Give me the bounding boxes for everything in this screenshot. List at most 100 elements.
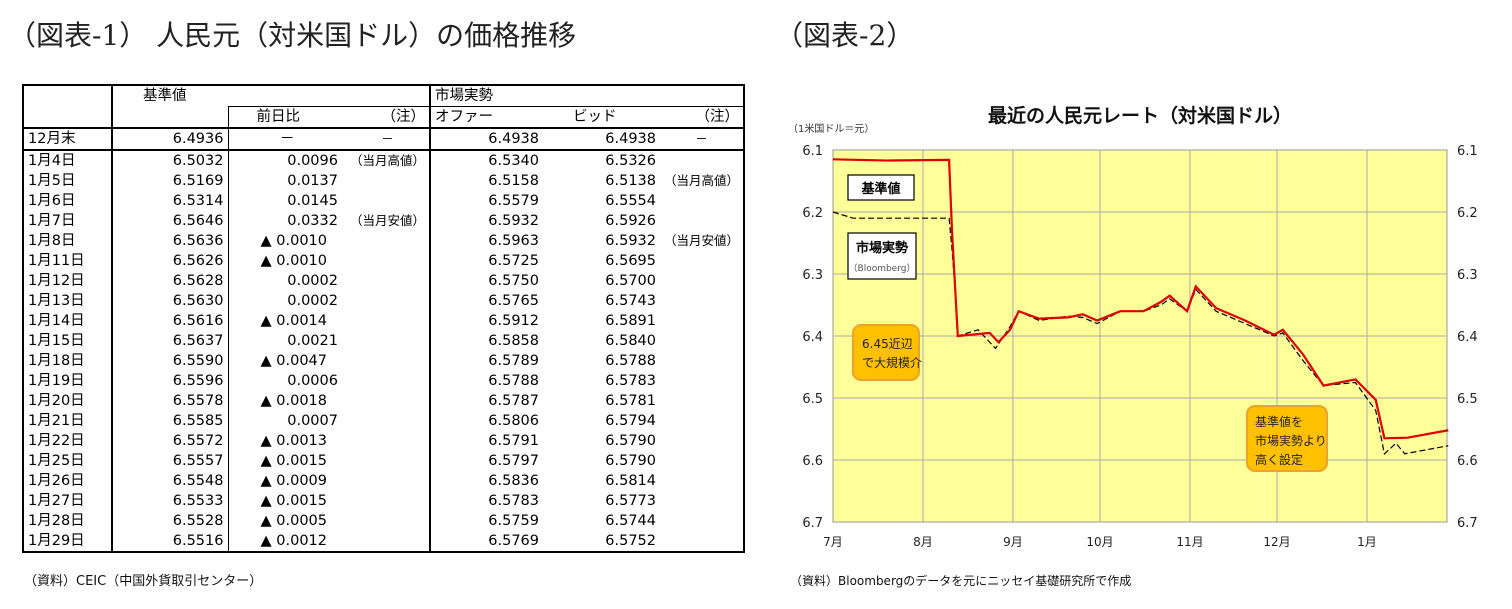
legend-label-market-sub: （Bloomberg）: [849, 263, 916, 274]
cell-offer: 6.5783: [429, 491, 544, 511]
cell-base-value: 6.5590: [111, 351, 228, 371]
table-row: 1月21日 6.5585 0.0007 6.5806 6.5794: [23, 411, 744, 431]
cell-offer: 6.5836: [429, 471, 544, 491]
cell-date: 1月18日: [28, 353, 85, 369]
cell-change: ▲ 0.0018: [227, 391, 346, 411]
header-offer: オファー: [429, 106, 544, 128]
chart-title: 最近の人民元レート（対米国ドル）: [988, 104, 1292, 127]
cell-change: 0.0137: [227, 171, 346, 191]
cell-offer: 6.5725: [429, 251, 544, 271]
cell-base-value: 6.5636: [111, 231, 228, 251]
ytick-left: 6.3: [802, 268, 823, 283]
xtick: 8月: [913, 535, 933, 549]
cell-change: ▲ 0.0015: [227, 491, 346, 511]
ytick-right: 6.5: [1457, 392, 1478, 407]
figure2-title: （図表-2）: [775, 19, 915, 52]
ytick-left: 6.4: [802, 330, 823, 345]
cell-base-value: 6.5630: [111, 291, 228, 311]
table-row: 1月22日 6.5572 ▲ 0.0013 6.5791 6.5790: [23, 431, 744, 451]
cell-bid: 6.5794: [605, 413, 657, 429]
cell-note2: [660, 491, 744, 511]
xtick: 1月: [1357, 535, 1377, 549]
table-row: 1月12日 6.5628 0.0002 6.5750 6.5700: [23, 271, 744, 291]
cell-note: [346, 251, 430, 271]
cell-date: 1月25日: [28, 453, 85, 469]
cell-change: －: [227, 128, 346, 150]
ytick-right: 6.7: [1457, 516, 1478, 531]
cell-change: 0.0002: [227, 271, 346, 291]
table-row: 1月29日 6.5516 ▲ 0.0012 6.5769 6.5752: [23, 531, 744, 552]
cell-change: ▲ 0.0009: [227, 471, 346, 491]
cell-bid: 6.5926: [605, 213, 657, 229]
header-note2: （注）: [660, 106, 745, 128]
cell-date: 1月13日: [28, 293, 85, 309]
cell-change: 0.0002: [227, 291, 346, 311]
cell-offer: 6.5791: [429, 431, 544, 451]
cell-offer: 6.5788: [429, 371, 544, 391]
cell-base-value: 6.5626: [111, 251, 228, 271]
cell-note2: [660, 271, 744, 291]
cell-date: 1月15日: [28, 333, 85, 349]
cell-note2: [660, 251, 744, 271]
table-row: 1月6日 6.5314 0.0145 6.5579 6.5554: [23, 191, 744, 211]
xtick: 7月: [823, 535, 843, 549]
cell-date: 1月21日: [28, 413, 85, 429]
cell-note2: [660, 211, 744, 231]
cell-base-value: 6.5548: [111, 471, 228, 491]
table-row: 1月15日 6.5637 0.0021 6.5858 6.5840: [23, 331, 744, 351]
annotation-fixing: 基準値を市場実勢より高く設定: [1255, 414, 1327, 467]
cell-note2: [660, 431, 744, 451]
cell-offer: 6.4938: [429, 128, 544, 150]
cell-note: [346, 331, 430, 351]
table-row: 1月11日 6.5626 ▲ 0.0010 6.5725 6.5695: [23, 251, 744, 271]
cell-bid: 6.5790: [605, 433, 657, 449]
table-row: 1月25日 6.5557 ▲ 0.0015 6.5797 6.5790: [23, 451, 744, 471]
cell-note2: －: [695, 131, 708, 146]
ytick-right: 6.1: [1457, 144, 1478, 159]
cell-bid: 6.5790: [605, 453, 657, 469]
cell-base-value: 6.5032: [111, 150, 228, 171]
cell-note: [346, 271, 430, 291]
cell-change: 0.0145: [227, 191, 346, 211]
legend-box-market: [847, 232, 917, 280]
xtick: 10月: [1086, 535, 1113, 549]
legend-label-base: 基準値: [860, 181, 900, 197]
cell-date: 1月12日: [28, 273, 85, 289]
unit-label: （1米国ドル＝元）: [788, 122, 874, 135]
cell-offer: 6.5340: [429, 150, 544, 171]
cell-base-value: 6.5557: [111, 451, 228, 471]
cell-date: 1月11日: [28, 253, 85, 269]
cell-base-value: 6.4936: [111, 128, 228, 150]
cell-offer: 6.5797: [429, 451, 544, 471]
cell-note2: [660, 291, 744, 311]
table-row: 1月14日 6.5616 ▲ 0.0014 6.5912 6.5891: [23, 311, 744, 331]
xtick: 11月: [1176, 535, 1203, 549]
cell-note: [346, 371, 430, 391]
annotation-box-intervention: [852, 324, 920, 381]
cell-bid: 6.5773: [605, 493, 657, 509]
cell-change: ▲ 0.0010: [227, 231, 346, 251]
cell-base-value: 6.5169: [111, 171, 228, 191]
cell-bid: 6.5932: [605, 233, 657, 249]
xtick: 9月: [1003, 535, 1023, 549]
legend-label-market: 市場実勢: [856, 240, 908, 256]
cell-change: ▲ 0.0014: [227, 311, 346, 331]
cell-note2: [660, 331, 744, 351]
annotation-intervention: 6.45近辺で大規模介: [862, 337, 922, 370]
cell-note: [346, 311, 430, 331]
cell-note2: [660, 391, 744, 411]
cell-note2: [660, 311, 744, 331]
cell-base-value: 6.5628: [111, 271, 228, 291]
cell-note2: [660, 451, 744, 471]
cell-note2: [660, 511, 744, 531]
cell-offer: 6.5765: [429, 291, 544, 311]
cell-note: （当月安値）: [350, 213, 426, 228]
cell-base-value: 6.5528: [111, 511, 228, 531]
cell-offer: 6.5750: [429, 271, 544, 291]
header-note: （注）: [346, 106, 431, 128]
header-bid: ビッド: [543, 106, 661, 128]
cell-offer: 6.5963: [429, 231, 544, 251]
header-base: 基準値: [111, 85, 228, 107]
chart-source: （資料）Bloombergのデータを元にニッセイ基礎研究所で作成: [790, 574, 1132, 588]
cell-offer: 6.5759: [429, 511, 544, 531]
